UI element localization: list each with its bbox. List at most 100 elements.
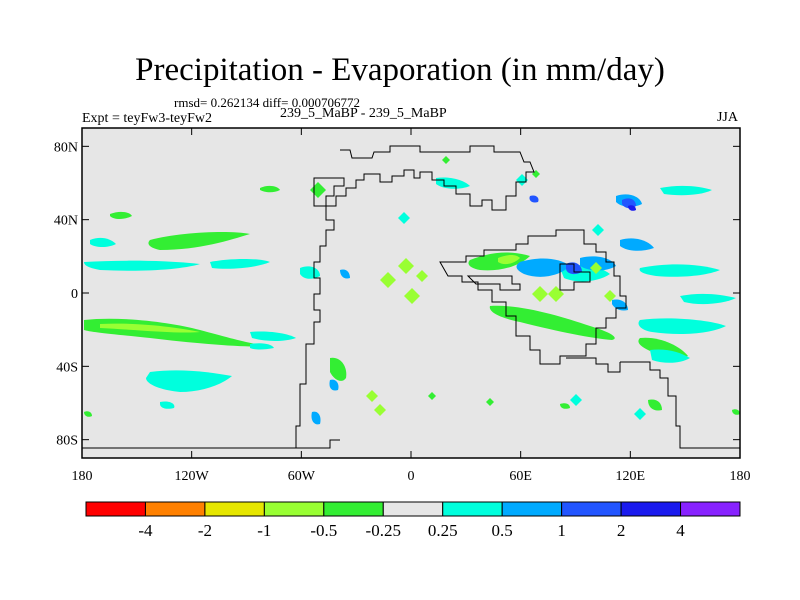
colorbar-label: -1 [257,521,271,540]
lat-label: 80N [54,140,78,155]
case-label: 239_5_MaBP - 239_5_MaBP [280,106,447,121]
field-patch [398,212,410,224]
coastline-greenland [313,177,345,207]
colorbar-label: 1 [557,521,566,540]
coastline-australia [620,361,740,449]
field-patch [489,305,615,340]
colorbar-swatch [501,501,563,517]
field-patches [84,156,740,425]
colorbar-label: -4 [138,521,153,540]
colorbar [85,501,741,517]
field-patch [84,260,200,271]
field-patch [380,272,396,288]
field-patch [516,174,528,186]
field-patch [529,195,539,203]
lon-label: 180 [730,469,751,484]
colorbar-label: 0.5 [492,521,513,540]
field-patch [498,255,520,265]
field-patch [148,232,250,250]
longitude-ticks [81,128,741,458]
field-patch [416,270,428,282]
experiment-label: Expt = teyFw3-teyFw2 [82,111,212,126]
field-patch [628,205,636,211]
field-patch [648,399,662,411]
field-patch [634,408,646,420]
colorbar-swatch [144,501,206,517]
map-panel: 80N 40N 0 40S 80S 180 120W 60W 0 60E 120E 180 [54,127,751,484]
latitude-labels: 80N 40N 0 40S 80S [54,140,78,448]
field-patch [160,401,175,409]
field-patch [580,256,616,271]
lat-label: 40S [56,360,78,375]
field-patch [639,264,720,277]
colorbar-label: -0.25 [366,521,401,540]
plot-title: Precipitation - Evaporation (in mm/day) [135,52,665,88]
field-patch [680,293,736,305]
coastline-arabia [466,275,521,291]
colorbar-labels: -4 -2 -1 -0.5 -0.25 0.25 0.5 1 2 4 [138,521,685,540]
field-patch [620,238,654,251]
colorbar-swatch [263,501,325,517]
colorbar-label: -2 [198,521,212,540]
field-patch [560,403,570,409]
field-patch [404,288,420,304]
field-patch [592,224,604,236]
field-patch [660,185,712,196]
colorbar-label: 2 [617,521,626,540]
longitude-labels: 180 120W 60W 0 60E 120E 180 [72,469,751,484]
field-patch [146,370,232,392]
colorbar-swatch [442,501,503,517]
field-patch [90,237,116,247]
field-patch [516,258,570,277]
coastline-south-tip [296,439,340,449]
lat-label: 80S [56,434,78,449]
colorbar-swatch [382,501,444,517]
field-patch [330,357,347,381]
field-patch [428,392,436,400]
field-patch [532,286,548,302]
field-patch [84,411,92,417]
latitude-ticks [82,145,740,441]
field-patch [250,343,274,350]
colorbar-label: -0.5 [310,521,337,540]
coastline-africa [439,229,627,365]
field-patch [340,269,350,279]
field-patch [100,323,200,333]
lon-label: 0 [408,469,415,484]
colorbar-swatch [620,501,682,517]
season-label: JJA [716,110,738,125]
rmsd-diff-stats: rmsd= 0.262134 diff= 0.000706772 [174,95,360,110]
field-patch [650,349,690,363]
lat-label: 0 [71,287,78,302]
lon-label: 120W [175,469,210,484]
field-patch [590,262,602,274]
field-patch [260,185,280,193]
field-patch [570,394,582,406]
lon-label: 120E [616,469,646,484]
field-patch [250,331,296,341]
field-patch [604,290,616,302]
colorbar-swatch [323,501,384,517]
lon-label: 180 [72,469,93,484]
coastline-asia-inner [559,263,591,291]
coastlines [82,145,740,449]
colorbar-label: 0.25 [428,521,458,540]
colorbar-swatch [680,501,741,517]
field-patch [398,258,414,274]
field-patch [486,398,494,406]
field-patch [442,156,450,164]
coastline-east [566,357,621,373]
field-patch [300,266,320,279]
field-patch [374,404,386,416]
coastline-americas [82,145,535,449]
field-patch [311,411,321,425]
colorbar-label: 4 [676,521,685,540]
field-patch [210,259,270,269]
colorbar-swatch [561,501,622,517]
colorbar-swatch [85,501,146,517]
lon-label: 60W [288,469,316,484]
field-patch [329,379,339,391]
field-patch [366,390,378,402]
lon-label: 60E [509,469,532,484]
